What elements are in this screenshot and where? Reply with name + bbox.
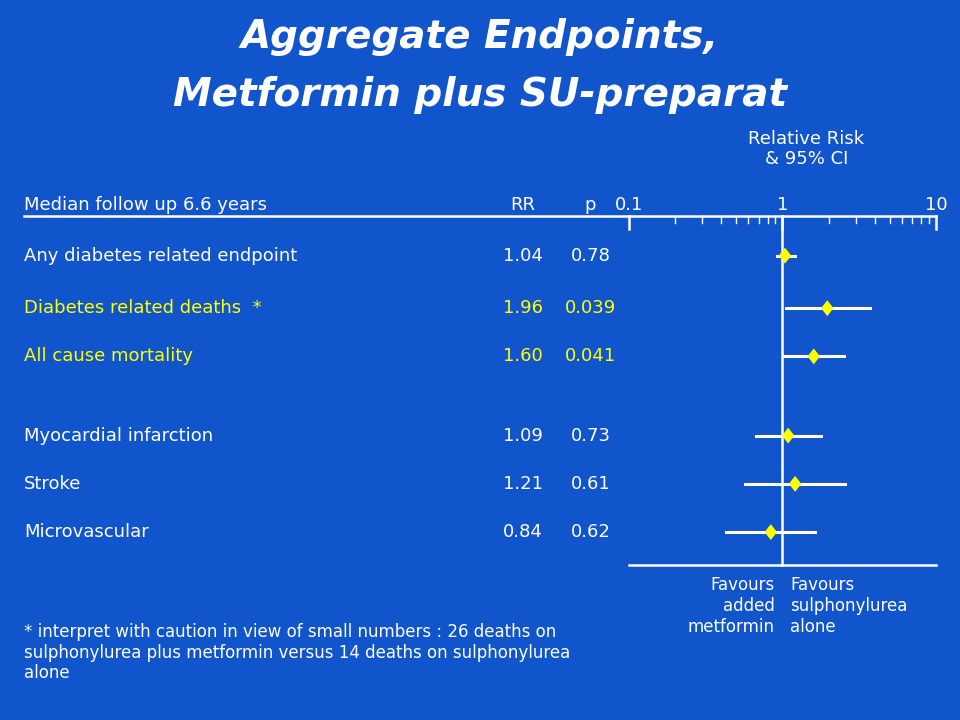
Text: Stroke: Stroke: [24, 475, 82, 492]
Text: Microvascular: Microvascular: [24, 523, 149, 541]
Text: 0.73: 0.73: [570, 426, 611, 444]
Text: RR: RR: [511, 197, 536, 215]
Text: * interpret with caution in view of small numbers : 26 deaths on
sulphonylurea p: * interpret with caution in view of smal…: [24, 623, 570, 683]
Text: 0.61: 0.61: [570, 475, 611, 492]
Text: 0.78: 0.78: [570, 246, 611, 264]
Text: 1.21: 1.21: [503, 475, 543, 492]
Text: 1.09: 1.09: [503, 426, 543, 444]
Text: 0.62: 0.62: [570, 523, 611, 541]
Text: 0.041: 0.041: [564, 347, 616, 365]
Text: 1.96: 1.96: [503, 300, 543, 317]
Text: Median follow up 6.6 years: Median follow up 6.6 years: [24, 197, 267, 215]
Text: 0.039: 0.039: [564, 300, 616, 317]
Text: 0.84: 0.84: [503, 523, 543, 541]
Text: 1: 1: [777, 197, 788, 215]
Text: p: p: [585, 197, 596, 215]
Text: 1.60: 1.60: [503, 347, 543, 365]
Text: Metformin plus SU-preparat: Metformin plus SU-preparat: [173, 76, 787, 114]
Text: Relative Risk
& 95% CI: Relative Risk & 95% CI: [749, 130, 864, 168]
Text: 10: 10: [924, 197, 948, 215]
Text: Favours
sulphonylurea
alone: Favours sulphonylurea alone: [790, 576, 907, 636]
Text: 1.04: 1.04: [503, 246, 543, 264]
Text: Any diabetes related endpoint: Any diabetes related endpoint: [24, 246, 298, 264]
Text: Myocardial infarction: Myocardial infarction: [24, 426, 213, 444]
Text: All cause mortality: All cause mortality: [24, 347, 193, 365]
Text: Aggregate Endpoints,: Aggregate Endpoints,: [241, 18, 719, 56]
Text: 0.1: 0.1: [614, 197, 643, 215]
Text: Diabetes related deaths  *: Diabetes related deaths *: [24, 300, 262, 317]
Text: Favours
added
metformin: Favours added metformin: [687, 576, 775, 636]
